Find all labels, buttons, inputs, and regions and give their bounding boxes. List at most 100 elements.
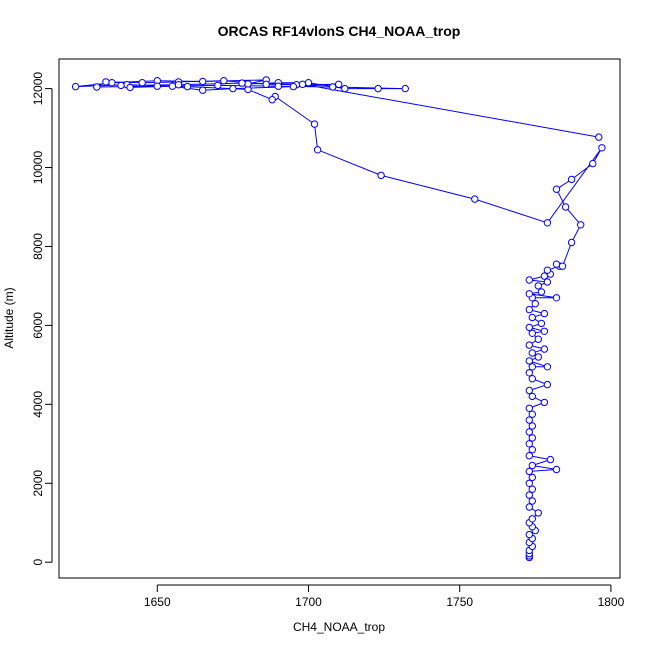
data-point	[552, 260, 561, 268]
data-point	[289, 82, 298, 91]
data-point	[174, 81, 183, 89]
data-point	[543, 219, 552, 227]
data-point	[168, 82, 177, 90]
data-point	[543, 266, 552, 274]
x-axis-label: CH4_NOAA_trop	[293, 620, 385, 634]
data-point	[117, 81, 125, 90]
data-point	[377, 171, 385, 180]
data-point	[540, 345, 549, 353]
data-point	[552, 294, 561, 302]
data-point	[525, 479, 533, 487]
data-point	[329, 83, 337, 91]
data-point	[528, 392, 536, 401]
data-point	[528, 461, 536, 470]
data-point	[528, 446, 536, 454]
data-point	[199, 86, 207, 94]
y-tick-label: 12000	[31, 72, 45, 106]
x-axis: 1650 1700 1750 1800	[144, 584, 625, 609]
data-point	[561, 203, 570, 211]
data-point	[102, 78, 110, 86]
data-point	[534, 335, 542, 343]
x-tick-label: 1800	[598, 595, 625, 609]
data-point	[531, 300, 539, 308]
y-tick-label: 0	[31, 559, 45, 566]
data-point	[528, 515, 536, 523]
data-point	[525, 440, 533, 448]
data-point	[589, 159, 597, 168]
data-point	[268, 96, 276, 104]
data-point	[525, 290, 533, 298]
data-point	[528, 313, 536, 322]
data-point	[335, 80, 343, 89]
data-point	[525, 467, 533, 476]
data-point	[525, 323, 533, 332]
y-tick-label: 4000	[31, 391, 45, 418]
y-tick-label: 6000	[31, 312, 45, 339]
data-point	[540, 272, 549, 280]
data-point	[552, 185, 561, 193]
data-point	[262, 80, 270, 89]
y-tick-label: 2000	[31, 470, 45, 497]
data-point	[471, 195, 479, 203]
data-point	[108, 79, 116, 87]
data-point	[71, 82, 80, 91]
x-tick-label: 1750	[446, 595, 473, 609]
chart-title: ORCAS RF14vlonS CH4_NOAA_trop	[218, 23, 461, 39]
data-point	[153, 82, 162, 90]
data-point	[229, 84, 237, 93]
plot-frame	[58, 58, 621, 579]
data-point	[528, 410, 536, 418]
data-point	[525, 428, 533, 436]
data-point	[93, 83, 101, 91]
data-point	[537, 319, 546, 328]
x-tick-label: 1700	[295, 595, 322, 609]
y-tick-label: 10000	[31, 151, 45, 185]
data-point	[540, 309, 549, 318]
data-point	[543, 363, 552, 371]
series-lines	[75, 79, 603, 558]
data-point	[552, 465, 561, 474]
data-point	[528, 497, 536, 505]
data-point	[528, 349, 536, 357]
data-point	[598, 144, 606, 152]
data-point	[534, 282, 542, 290]
data-point	[546, 455, 555, 464]
series-line	[75, 79, 603, 558]
data-point	[298, 80, 307, 89]
data-point	[525, 416, 533, 424]
y-tick-label: 8000	[31, 233, 45, 260]
data-point	[313, 146, 322, 154]
data-point	[528, 422, 536, 430]
data-point	[528, 363, 536, 371]
y-axis-label: Altitude (m)	[2, 287, 16, 348]
data-point	[304, 79, 313, 87]
data-point	[525, 491, 533, 499]
data-point	[558, 262, 567, 270]
data-point	[183, 82, 192, 91]
data-point	[525, 276, 533, 284]
data-point	[534, 353, 542, 361]
data-point	[525, 503, 533, 511]
data-point	[528, 375, 536, 383]
data-point	[528, 485, 536, 493]
data-point	[525, 341, 533, 349]
data-point	[238, 79, 246, 87]
data-point	[374, 84, 382, 93]
data-point	[274, 82, 282, 90]
data-point	[528, 434, 536, 442]
data-point	[244, 80, 252, 88]
data-point	[525, 452, 533, 460]
data-point	[341, 84, 349, 93]
data-point	[577, 221, 585, 229]
data-point	[525, 404, 533, 412]
data-point	[567, 238, 576, 247]
x-tick-label: 1650	[144, 595, 171, 609]
data-point	[534, 509, 542, 517]
y-axis: 0 2000 4000 6000 8000 10000 12000	[31, 72, 53, 566]
data-point	[525, 357, 533, 365]
data-point	[220, 77, 228, 85]
data-point	[595, 133, 603, 141]
data-point	[401, 84, 409, 93]
data-point	[310, 120, 319, 128]
data-point	[525, 369, 533, 377]
